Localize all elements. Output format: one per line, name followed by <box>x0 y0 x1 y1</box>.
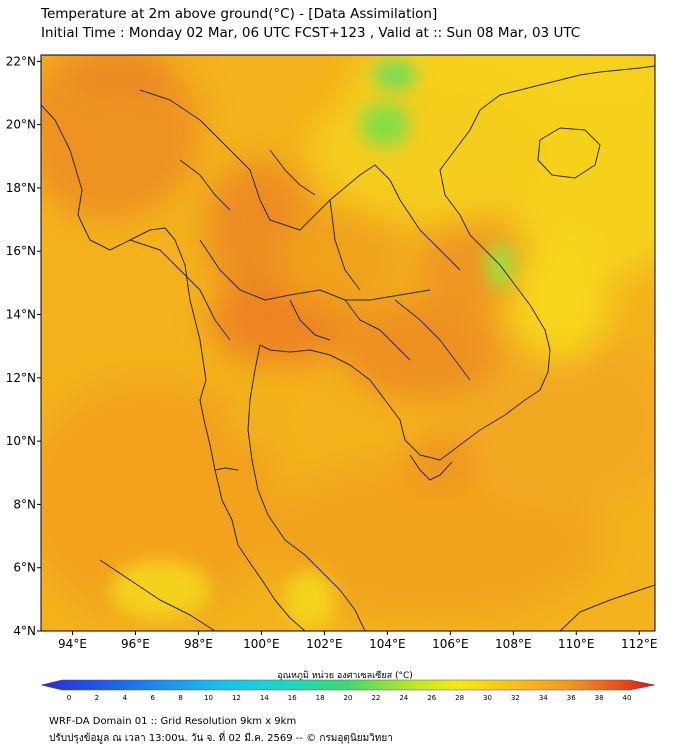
colorbar-title: อุณหภูมิ หน่วย องศาเซลเซียส (°C) <box>277 670 413 681</box>
lat-tick-label: 20°N <box>6 118 36 132</box>
field-cold-spots <box>75 60 514 630</box>
lon-tick-label: 106°E <box>432 637 469 651</box>
lon-tick-label: 110°E <box>558 637 595 651</box>
colorbar-tick-label: 26 <box>427 694 436 700</box>
colorbar-tick-label: 10 <box>204 694 213 700</box>
colorbar-tick-label: 0 <box>67 694 71 700</box>
lat-tick-label: 22°N <box>6 54 36 68</box>
lat-tick-label: 12°N <box>6 371 36 385</box>
plot-frame <box>40 54 656 632</box>
latitude-axis: 22°N 20°N 18°N 16°N 14°N 12°N 10°N 8°N 6°N 4°N <box>6 54 41 638</box>
lon-tick-label: 104°E <box>369 637 406 651</box>
colorbar-tick-label: 8 <box>178 694 182 700</box>
longitude-axis: 94°E 96°E 98°E 100°E 102°E 104°E 106°E 108°E 110… <box>58 631 658 651</box>
colorbar-tick-label: 4 <box>123 694 128 700</box>
colorbar-tick-label: 24 <box>399 694 408 700</box>
colorbar-tick-label: 12 <box>232 694 241 700</box>
colorbar-tick-label: 16 <box>288 694 297 700</box>
colorbar <box>40 679 656 691</box>
colorbar-ticks: 0 2 4 6 8 10 12 14 16 18 20 22 24 26 28 30 32 34 36 38 40 <box>67 694 632 700</box>
colorbar-tick-label: 18 <box>316 694 325 700</box>
lon-tick-label: 108°E <box>495 637 532 651</box>
colorbar-tick-label: 34 <box>539 694 548 700</box>
lat-tick-label: 8°N <box>13 497 36 511</box>
lat-tick-label: 18°N <box>6 181 36 195</box>
temperature-map: 94°E 96°E 98°E 100°E 102°E 104°E 106°E 108°E 110… <box>6 54 658 700</box>
colorbar-tick-label: 38 <box>595 694 604 700</box>
lon-tick-label: 102°E <box>306 637 343 651</box>
colorbar-tick-label: 32 <box>511 694 520 700</box>
colorbar-tick-label: 6 <box>150 694 155 700</box>
colorbar-tick-label: 2 <box>95 694 99 700</box>
lat-tick-label: 6°N <box>13 561 36 575</box>
colorbar-tick-label: 14 <box>260 694 269 700</box>
coastlines <box>41 65 655 631</box>
lat-tick-label: 16°N <box>6 244 36 258</box>
lon-tick-label: 98°E <box>184 637 213 651</box>
footer-update-info: ปรับปรุงข้อมูล ณ เวลา 13:00น. วัน จ. ที่… <box>49 733 393 744</box>
temperature-field <box>41 55 655 631</box>
chart-title: Temperature at 2m above ground(°C) - [Da… <box>41 6 438 22</box>
colorbar-tick-label: 20 <box>344 694 353 700</box>
lon-tick-label: 112°E <box>621 637 658 651</box>
lon-tick-label: 94°E <box>58 637 87 651</box>
colorbar-tick-label: 28 <box>455 694 464 700</box>
lon-tick-label: 96°E <box>121 637 150 651</box>
chart-subtitle: Initial Time : Monday 02 Mar, 06 UTC FCS… <box>41 25 581 41</box>
lat-tick-label: 10°N <box>6 434 36 448</box>
lon-tick-label: 100°E <box>243 637 280 651</box>
lat-tick-label: 14°N <box>6 308 36 322</box>
colorbar-tick-label: 40 <box>623 694 632 700</box>
colorbar-tick-label: 30 <box>483 694 492 700</box>
colorbar-tick-label: 22 <box>371 694 380 700</box>
lat-tick-label: 4°N <box>13 624 36 638</box>
colorbar-tick-label: 36 <box>567 694 576 700</box>
footer-model-info: WRF-DA Domain 01 :: Grid Resolution 9km … <box>49 716 297 727</box>
